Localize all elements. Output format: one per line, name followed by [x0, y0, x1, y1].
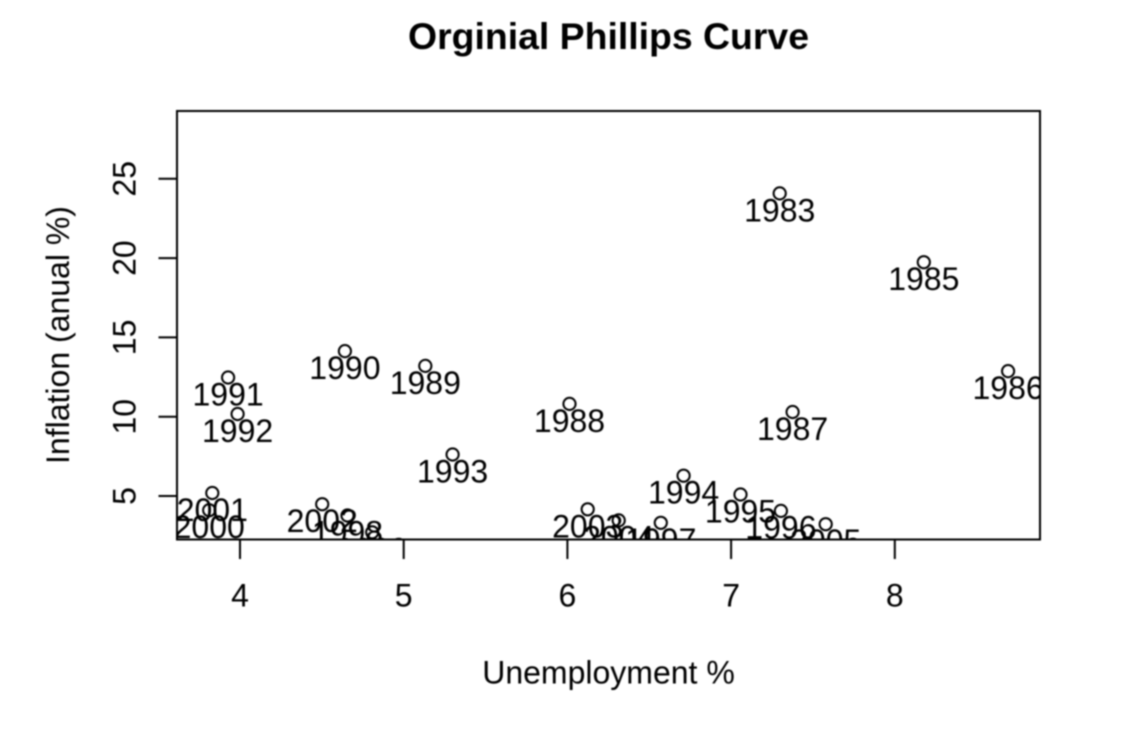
svg-text:6: 6	[559, 578, 577, 614]
svg-text:2001: 2001	[177, 492, 248, 528]
svg-text:1990: 1990	[309, 350, 380, 386]
svg-text:15: 15	[107, 320, 143, 356]
svg-text:1987: 1987	[757, 411, 828, 447]
svg-text:1999: 1999	[337, 531, 408, 567]
svg-text:2004: 2004	[583, 519, 654, 555]
svg-text:20: 20	[107, 240, 143, 276]
svg-text:Unemployment %: Unemployment %	[482, 655, 735, 691]
svg-text:1985: 1985	[888, 261, 959, 297]
svg-text:Inflation (anual %): Inflation (anual %)	[40, 206, 76, 464]
svg-text:1993: 1993	[417, 454, 488, 490]
svg-text:1996: 1996	[745, 509, 816, 545]
svg-text:1989: 1989	[390, 365, 461, 401]
svg-text:2000: 2000	[174, 509, 245, 545]
svg-text:1988: 1988	[534, 403, 605, 439]
svg-text:1995: 1995	[705, 494, 776, 530]
svg-text:1997: 1997	[625, 522, 696, 558]
svg-text:Orginial Phillips Curve: Orginial Phillips Curve	[408, 15, 809, 57]
svg-text:1983: 1983	[744, 192, 815, 228]
svg-text:2005: 2005	[790, 523, 861, 559]
svg-text:1986: 1986	[973, 370, 1044, 406]
svg-text:8: 8	[886, 578, 904, 614]
svg-text:5: 5	[395, 578, 413, 614]
svg-text:25: 25	[107, 161, 143, 197]
svg-text:1992: 1992	[202, 413, 273, 449]
svg-text:1998: 1998	[312, 515, 383, 551]
svg-text:2002: 2002	[287, 503, 358, 539]
svg-text:2003: 2003	[552, 508, 623, 544]
svg-text:4: 4	[231, 578, 249, 614]
svg-text:10: 10	[107, 399, 143, 435]
svg-text:5: 5	[107, 487, 143, 505]
svg-text:7: 7	[722, 578, 740, 614]
svg-text:1994: 1994	[648, 475, 719, 511]
svg-text:1991: 1991	[193, 377, 264, 413]
